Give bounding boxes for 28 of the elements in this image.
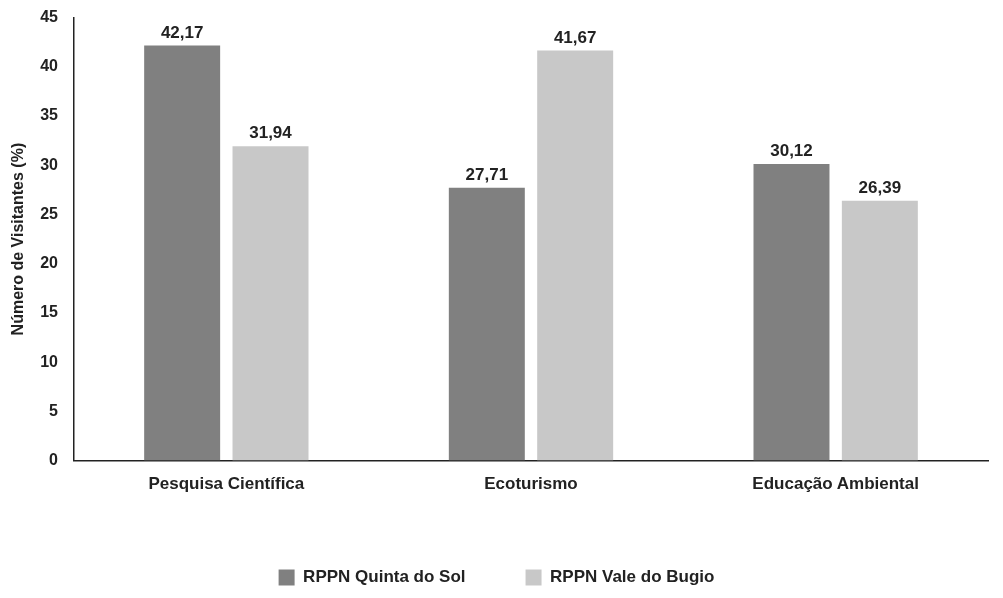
data-label: 31,94 [249, 123, 293, 143]
bar [448, 187, 525, 461]
data-label: 42,17 [160, 22, 204, 42]
bar [144, 45, 221, 461]
data-label: 26,39 [858, 177, 902, 197]
y-tick-label: 10 [40, 352, 59, 370]
y-tick-label: 25 [40, 204, 59, 222]
data-label: 41,67 [553, 27, 597, 47]
y-tick-label: 0 [49, 451, 59, 469]
y-tick-label: 45 [40, 8, 59, 26]
legend-label: RPPN Quinta do Sol [303, 567, 466, 587]
x-tick-label: Ecoturismo [484, 474, 578, 494]
data-label: 30,12 [770, 141, 813, 161]
x-tick-label: Educação Ambiental [752, 474, 919, 494]
bar [232, 146, 309, 461]
y-tick-label: 5 [49, 401, 59, 419]
y-tick-label: 40 [40, 57, 59, 75]
y-tick-label: 30 [40, 155, 59, 173]
y-tick-label: 15 [40, 303, 59, 321]
y-axis-title: Número de Visitantes (%) [9, 142, 27, 336]
bar [537, 50, 614, 461]
data-label: 27,71 [465, 165, 509, 184]
bar [841, 200, 918, 461]
y-tick-label: 35 [40, 106, 59, 124]
y-tick-label: 20 [40, 254, 59, 272]
bar [753, 164, 830, 461]
x-tick-label: Pesquisa Científica [148, 474, 305, 494]
legend-label: RPPN Vale do Bugio [550, 567, 715, 587]
